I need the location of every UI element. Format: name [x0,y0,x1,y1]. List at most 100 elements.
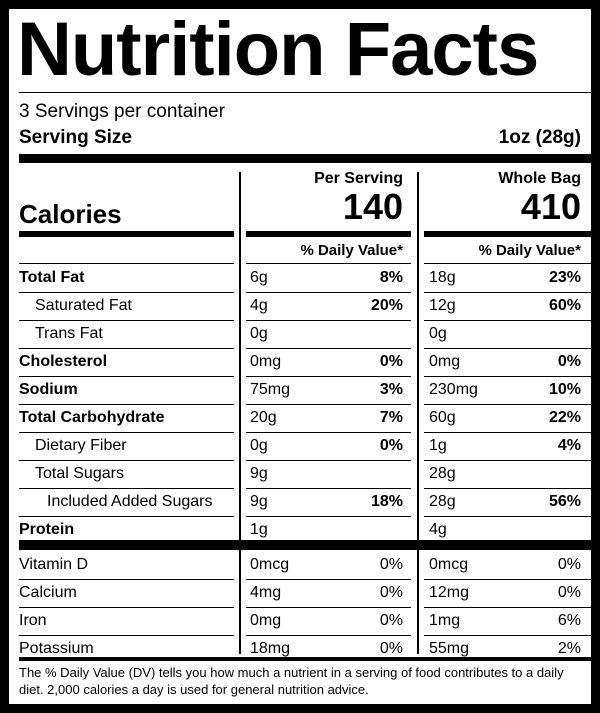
nutrient-name: Total Sugars [35,465,124,482]
bag-amount: 12mg [429,584,470,601]
serving-amount: 0mg [250,353,282,370]
row-divider [424,404,591,405]
serving-daily-value: 0% [379,437,403,454]
footnote-divider [19,657,591,661]
row-divider [246,404,411,405]
serving-amount: 9g [250,465,268,482]
serving-amount: 0mg [250,612,282,629]
bag-daily-value: 10% [548,381,581,398]
serving-daily-value: 0% [379,584,403,601]
calories-label: Calories [19,199,122,229]
serving-amount: 0g [250,437,268,454]
calories-rule-mid [246,231,411,237]
serving-amount: 4mg [250,584,282,601]
serving-amount: 20g [250,409,277,426]
serving-amount: 9g [250,493,268,510]
row-divider [19,607,234,608]
row-divider [424,579,591,580]
row-divider [424,488,591,489]
vitamins-divider-thick [19,540,591,550]
row-divider [19,348,234,349]
whole-bag-dv-header: % Daily Value* [478,242,581,259]
bag-amount: 18g [429,269,456,286]
whole-bag-header: Whole Bag [498,170,581,187]
bag-amount: 1g [429,437,447,454]
nutrient-name: Trans Fat [35,325,103,342]
row-divider [19,460,234,461]
row-divider [424,320,591,321]
nutrient-name: Sodium [19,381,78,398]
serving-size-label: Serving Size [19,127,132,148]
per-serving-calories: 140 [342,186,403,227]
servings-per-container: 3 Servings per container [19,101,225,122]
serving-daily-value: 0% [379,612,403,629]
bag-amount: 230mg [429,381,478,398]
bag-daily-value: 6% [557,612,581,629]
row-divider [19,292,234,293]
row-divider [424,516,591,517]
row-divider [424,376,591,377]
row-divider [246,635,411,636]
bag-amount: 55mg [429,640,470,657]
row-divider [424,460,591,461]
calories-rule-right [424,231,591,237]
bag-daily-value: 4% [557,437,581,454]
row-divider [19,263,234,264]
serving-amount: 18mg [250,640,291,657]
row-divider [246,292,411,293]
serving-amount: 1g [250,521,268,538]
serving-daily-value: 20% [370,297,403,314]
serving-amount: 75mg [250,381,291,398]
whole-bag-calories: 410 [520,186,581,227]
serving-amount: 6g [250,269,268,286]
nutrient-name: Dietary Fiber [35,437,127,454]
serving-daily-value: 18% [370,493,403,510]
nutrient-name: Included Added Sugars [47,493,213,510]
bag-amount: 0g [429,325,447,342]
row-divider [19,635,234,636]
row-divider [19,488,234,489]
bag-amount: 1mg [429,612,461,629]
row-divider [424,635,591,636]
bag-daily-value: 0% [557,584,581,601]
bag-amount: 28g [429,493,456,510]
row-divider [424,348,591,349]
bag-daily-value: 60% [548,297,581,314]
serving-daily-value: 0% [379,556,403,573]
label-title: Nutrition Facts [17,11,539,89]
serving-amount: 0mcg [250,556,290,573]
row-divider [246,432,411,433]
row-divider [246,579,411,580]
row-divider [246,320,411,321]
column-divider-right [417,172,419,654]
row-divider [246,376,411,377]
footnote: The % Daily Value (DV) tells you how muc… [19,665,564,697]
per-serving-dv-header: % Daily Value* [300,242,403,259]
bag-daily-value: 22% [548,409,581,426]
bag-amount: 0mg [429,353,461,370]
nutrient-name: Cholesterol [19,353,108,370]
serving-daily-value: 0% [379,640,403,657]
nutrient-name: Vitamin D [19,556,89,573]
row-divider [246,348,411,349]
row-divider [424,263,591,264]
bag-daily-value: 2% [557,640,581,657]
title-divider [19,92,591,93]
bag-amount: 12g [429,297,456,314]
serving-amount: 4g [250,297,268,314]
bag-amount: 0mcg [429,556,469,573]
nutrient-name: Iron [19,612,47,629]
serving-amount: 0g [250,325,268,342]
nutrient-name: Calcium [19,584,77,601]
per-serving-header: Per Serving [314,170,403,187]
nutrient-name: Total Fat [19,269,85,286]
row-divider [19,579,234,580]
bag-amount: 60g [429,409,456,426]
row-divider [424,432,591,433]
row-divider [19,516,234,517]
row-divider [246,460,411,461]
bag-daily-value: 56% [548,493,581,510]
row-divider [424,292,591,293]
serving-daily-value: 3% [379,381,403,398]
nutrient-name: Saturated Fat [35,297,132,314]
